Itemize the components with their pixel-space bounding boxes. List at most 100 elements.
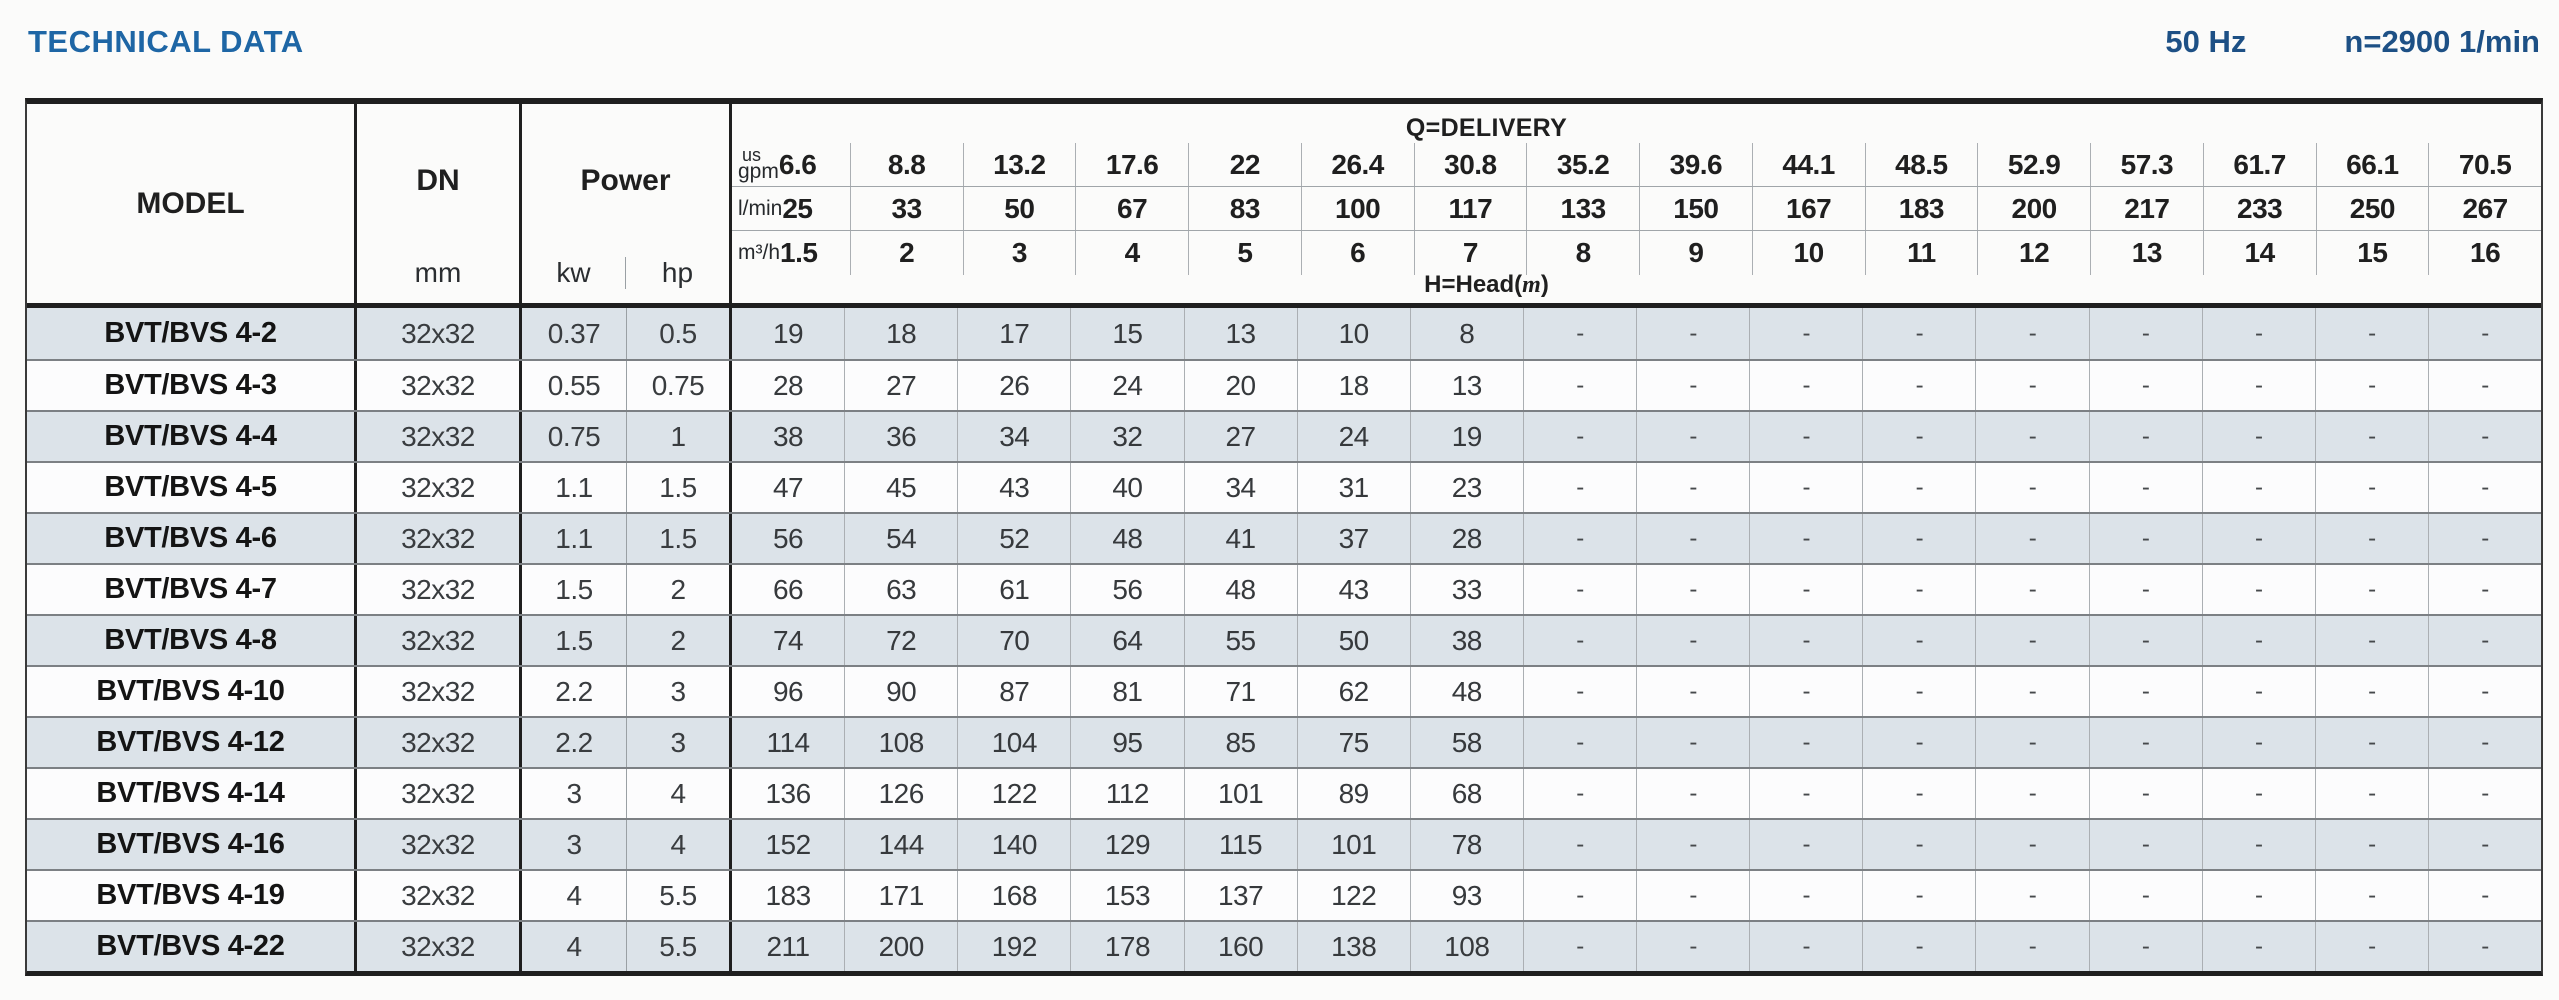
head-value-cell: 108 — [1409, 922, 1523, 971]
technical-data-table: MODEL DN mm Power kw hp Q=DELIVERY us gpm… — [25, 98, 2543, 976]
column-header-dn: DN mm — [357, 104, 522, 303]
delivery-value-cell: 4 — [1075, 231, 1188, 276]
head-value-cell: - — [1749, 871, 1862, 920]
delivery-value-cell: 7 — [1413, 231, 1527, 276]
head-value-cell: 122 — [957, 769, 1070, 818]
head-value-cell: 19 — [772, 317, 804, 349]
table-row: BVT/BVS 4-10 32x32 2.2 3 96 90 87 81 71 62 48- - - - -… — [27, 665, 2541, 716]
frequency-label: 50 Hz — [2165, 24, 2247, 59]
head-value-cell: 34 — [957, 412, 1070, 461]
head-value-cell: 70 — [957, 616, 1070, 665]
head-value-cell: 15 — [1070, 308, 1183, 359]
delivery-unit-row: l/min 25 33 50 67 83 100 117 133 150 167 183 200 217 2… — [732, 187, 2541, 232]
head-value-cell: - — [2201, 412, 2315, 461]
delivery-value-cell: 13.2 — [962, 143, 1076, 187]
head-value-cell: 183 — [765, 879, 811, 911]
head-value-cell: 104 — [957, 718, 1070, 767]
head-value-cell: - — [1862, 412, 1975, 461]
head-value-cell: 26 — [957, 361, 1070, 410]
delivery-value-cell: 35.2 — [1526, 143, 1639, 187]
power-kw-cell: 3 — [522, 769, 627, 818]
head-value-cell: - — [2314, 412, 2428, 461]
head-value-cell: 81 — [1070, 667, 1183, 716]
head-value-cell: - — [2427, 871, 2541, 920]
delivery-value-cell: 15 — [2315, 231, 2429, 276]
head-value-cell: 47 — [772, 471, 804, 503]
head-value-cell: - — [2201, 361, 2315, 410]
delivery-value-cell: 11 — [1864, 231, 1978, 276]
head-value-cell: 27 — [1183, 412, 1297, 461]
table-header: MODEL DN mm Power kw hp Q=DELIVERY us gpm… — [27, 104, 2541, 308]
head-value-cell: 153 — [1070, 871, 1183, 920]
table-row: BVT/BVS 4-8 32x32 1.5 2 74 72 70 64 55 50 38- - - - - -… — [27, 614, 2541, 665]
head-value-cell: - — [2314, 769, 2428, 818]
head-value-cell: 115 — [1183, 820, 1297, 869]
delivery-value-cell: 66.1 — [2315, 143, 2429, 187]
power-kw-cell: 0.37 — [522, 308, 627, 359]
model-cell: BVT/BVS 4-3 — [27, 361, 357, 410]
delivery-value-cell: 217 — [2090, 187, 2203, 231]
head-value-cell: 75 — [1296, 718, 1410, 767]
table-row: BVT/BVS 4-19 32x32 4 5.5 183 171 168 153 137 122 9… — [27, 869, 2541, 920]
head-value-cell: - — [2088, 361, 2202, 410]
head-value-cell: - — [1522, 412, 1636, 461]
delivery-value-cell: 61.7 — [2202, 143, 2316, 187]
head-value-cell: 78 — [1409, 820, 1523, 869]
head-value-cell: - — [2201, 769, 2315, 818]
head-value-cell: - — [2427, 667, 2541, 716]
head-value-cell: - — [1862, 565, 1975, 614]
delivery-value-cell: 267 — [2428, 187, 2541, 231]
power-kw-cell: 0.55 — [522, 361, 627, 410]
delivery-value-cell: 100 — [1300, 187, 1414, 231]
delivery-value-cell: 8.8 — [849, 143, 963, 187]
head-value-cell: 66 — [772, 573, 804, 605]
head-value-cell: - — [1975, 361, 2088, 410]
head-value-cell: - — [2427, 769, 2541, 818]
unit-label-cell: m³/h 1.5 — [738, 237, 818, 269]
table-row: BVT/BVS 4-3 32x32 0.55 0.75 28 27 26 24 20 18 13- -… — [27, 359, 2541, 410]
head-value-cell: 93 — [1409, 871, 1523, 920]
model-cell: BVT/BVS 4-10 — [27, 667, 357, 716]
delivery-unit-row: m³/h 1.5 2 3 4 5 6 7 8 9 10 11 12 13 14 15 16 — [732, 231, 2541, 276]
head-value-cell: 32 — [1070, 412, 1183, 461]
delivery-value-cell: 67 — [1075, 187, 1188, 231]
head-value-cell: 122 — [1296, 871, 1410, 920]
head-value-cell: - — [1636, 922, 1749, 971]
head-value-cell: 20 — [1183, 361, 1297, 410]
head-value-cell: 36 — [844, 412, 957, 461]
head-value-cell: 24 — [1070, 361, 1183, 410]
head-value-cell: 108 — [844, 718, 957, 767]
model-cell: BVT/BVS 4-12 — [27, 718, 357, 767]
head-value-cell: - — [2314, 616, 2428, 665]
head-value-cell: 41 — [1183, 514, 1297, 563]
model-cell: BVT/BVS 4-22 — [27, 922, 357, 971]
head-label: H=Head(m) — [1424, 271, 1549, 299]
head-value-cell: 200 — [844, 922, 957, 971]
table-row: BVT/BVS 4-14 32x32 3 4 136 126 122 112 101 89 68- -… — [27, 767, 2541, 818]
delivery-value-cell: 14 — [2202, 231, 2316, 276]
head-value-cell: 50 — [1296, 616, 1410, 665]
head-value-cell: - — [2427, 308, 2541, 359]
head-title-row: H=Head(m) — [732, 271, 2541, 303]
head-value-cell: - — [2427, 616, 2541, 665]
head-value-cell: 10 — [1296, 308, 1410, 359]
head-value-cell: - — [2314, 871, 2428, 920]
delivery-value-cell: 8 — [1526, 231, 1639, 276]
power-kw-cell: 1.1 — [522, 463, 627, 512]
delivery-value-cell: 2 — [849, 231, 963, 276]
table-row: BVT/BVS 4-16 32x32 3 4 152 144 140 129 115 101 78-… — [27, 818, 2541, 869]
delivery-value-cell: 133 — [1526, 187, 1639, 231]
dn-unit-label: mm — [414, 257, 462, 288]
head-value-cell: 85 — [1183, 718, 1297, 767]
head-value-cell: - — [1975, 718, 2088, 767]
head-value-cell: - — [1862, 820, 1975, 869]
head-value-cell: 112 — [1070, 769, 1183, 818]
head-value-cell: - — [1862, 718, 1975, 767]
head-value-cell: - — [1749, 718, 1862, 767]
model-cell: BVT/BVS 4-5 — [27, 463, 357, 512]
head-value-cell: - — [2314, 820, 2428, 869]
head-value-cell: 178 — [1070, 922, 1183, 971]
power-hp-cell: 1 — [627, 412, 732, 461]
head-value-cell: 64 — [1070, 616, 1183, 665]
head-value-cell: - — [2088, 616, 2202, 665]
